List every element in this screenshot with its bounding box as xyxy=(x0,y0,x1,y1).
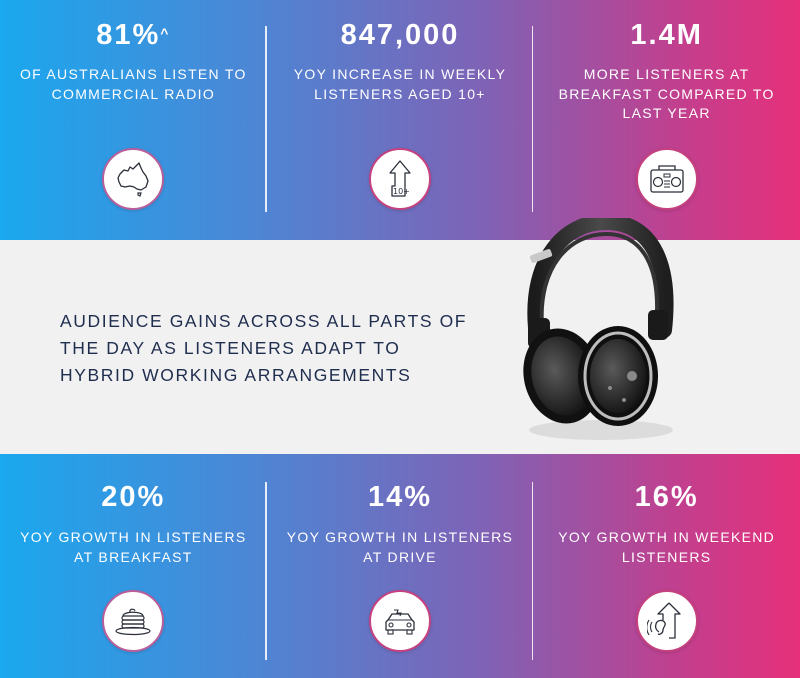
stat-value: 20% xyxy=(101,481,166,513)
stat-description: YOY GROWTH IN LISTENERS AT DRIVE xyxy=(286,529,514,565)
stat-weekend-growth: 16% YOY GROWTH IN WEEKEND LISTENERS xyxy=(533,454,800,678)
top-stats-band: 81%^ OF AUSTRALIANS LISTEN TO COMMERCIAL… xyxy=(0,0,800,240)
headline-section: AUDIENCE GAINS ACROSS ALL PARTS OF THE D… xyxy=(0,218,800,454)
stat-australians: 81%^ OF AUSTRALIANS LISTEN TO COMMERCIAL… xyxy=(0,0,267,240)
stat-description: YOY GROWTH IN LISTENERS AT BREAKFAST xyxy=(20,529,247,565)
stat-value: 81%^ xyxy=(96,19,171,51)
stat-drive-growth: 14% YOY GROWTH IN LISTENERS AT DRIVE xyxy=(267,454,534,678)
stat-description: YOY GROWTH IN WEEKEND LISTENERS xyxy=(558,529,776,565)
headline-text: AUDIENCE GAINS ACROSS ALL PARTS OF THE D… xyxy=(60,311,468,385)
headphones-icon xyxy=(523,218,674,440)
column-divider xyxy=(265,26,267,212)
radio-icon xyxy=(635,148,698,210)
stat-value: 1.4M xyxy=(630,19,703,51)
pancakes-icon xyxy=(102,590,165,652)
stat-description: OF AUSTRALIANS LISTEN TO COMMERCIAL RADI… xyxy=(19,66,247,102)
column-divider xyxy=(265,482,267,660)
stat-weekly-listeners: 847,000 YOY INCREASE IN WEEKLY LISTENERS… xyxy=(267,0,534,240)
svg-text:10+: 10+ xyxy=(393,187,410,196)
column-divider xyxy=(531,482,534,660)
stat-description: YOY INCREASE IN WEEKLY LISTENERS AGED 10… xyxy=(293,66,507,102)
arrow-up-10plus-icon: 10+ xyxy=(368,148,431,210)
stat-breakfast-growth: 20% YOY GROWTH IN LISTENERS AT BREAKFAST xyxy=(0,454,267,678)
column-divider xyxy=(531,26,534,212)
stat-value: 14% xyxy=(367,481,432,513)
car-icon xyxy=(368,590,431,652)
stat-description: MORE LISTENERS AT BREAKFAST COMPARED TO … xyxy=(558,66,775,121)
caret-footnote-mark: ^ xyxy=(160,25,171,41)
bottom-stats-band: 20% YOY GROWTH IN LISTENERS AT BREAKFAST… xyxy=(0,454,800,678)
stat-value: 847,000 xyxy=(340,19,460,51)
australia-map-icon xyxy=(102,148,165,210)
ear-arrow-up-icon xyxy=(635,590,698,652)
stat-value: 16% xyxy=(634,481,699,513)
stat-breakfast-listeners: 1.4M MORE LISTENERS AT BREAKFAST COMPARE… xyxy=(533,0,800,240)
